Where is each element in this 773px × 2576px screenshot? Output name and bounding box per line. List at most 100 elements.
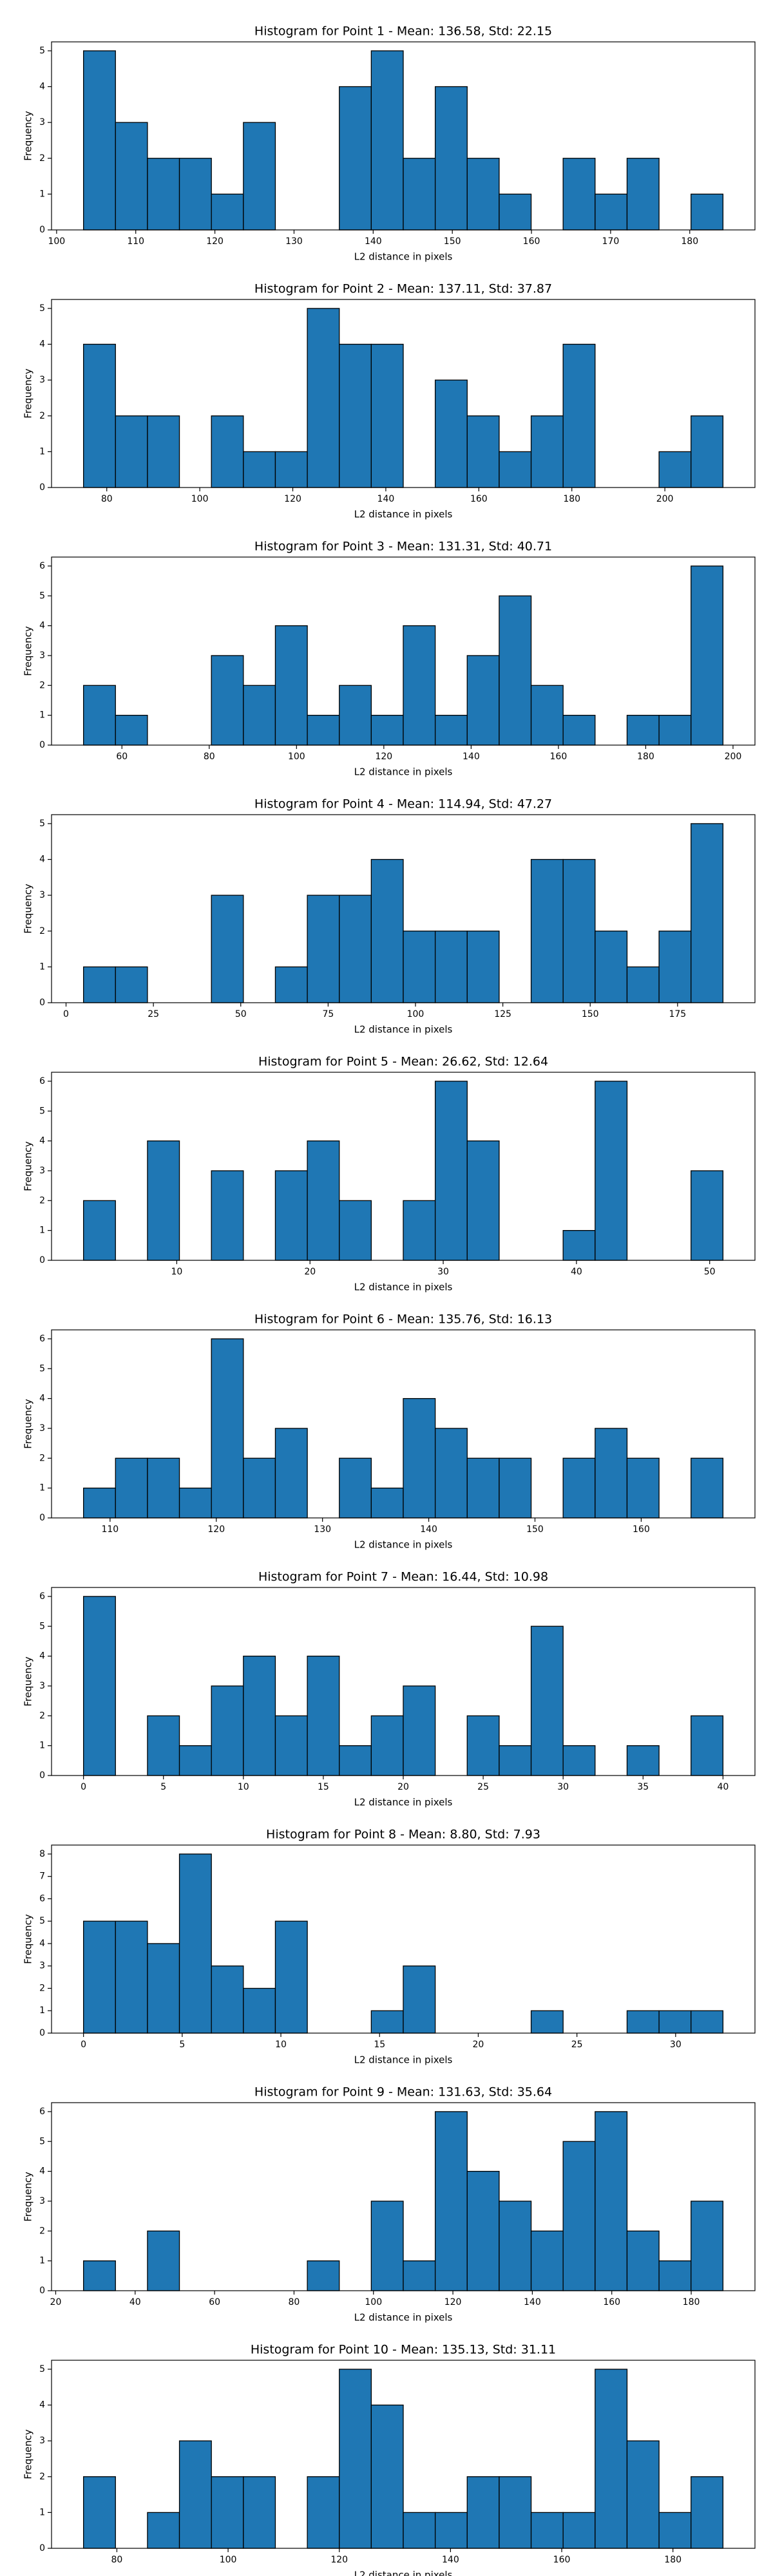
y-tick-label: 7 [39,1871,45,1882]
bar [307,715,340,746]
x-tick-label: 20 [304,1267,316,1277]
bar [691,2201,724,2291]
x-tick-label: 30 [437,1267,449,1277]
bar [530,858,564,1003]
x-tick-label: 40 [717,1782,729,1792]
bar [691,193,724,231]
bar [499,451,532,488]
bar [499,193,532,231]
bar [466,931,500,1003]
bar [178,158,212,231]
x-tick-label: 80 [111,2555,123,2565]
bar [82,50,116,231]
y-tick-label: 4 [39,621,45,631]
x-tick-label: 0 [81,2040,86,2050]
bar [82,1200,116,1261]
bar [211,1170,244,1261]
chart: Histogram for Point 6 - Mean: 135.76, St… [23,1312,756,1551]
y-tick-label: 5 [39,591,45,601]
x-axis-label: L2 distance in pixels [354,2312,453,2324]
bar [562,343,596,488]
x-axis-label: L2 distance in pixels [354,1797,453,1808]
chart-title: Histogram for Point 1 - Mean: 136.58, St… [254,24,552,39]
bar [403,625,436,746]
bar [211,895,244,1003]
x-tick-label: 180 [563,494,580,504]
x-tick-label: 120 [284,494,301,504]
bar [499,1745,532,1776]
y-tick-label: 2 [39,926,45,936]
bar [499,2476,532,2549]
x-tick-label: 20 [50,2297,62,2307]
bar [115,415,148,488]
x-tick-label: 120 [375,752,392,762]
x-axis-label: L2 distance in pixels [354,2054,453,2066]
x-tick-label: 140 [420,1524,437,1535]
chart-title: Histogram for Point 7 - Mean: 16.44, Std… [258,1570,548,1584]
bar [211,1965,244,2034]
x-tick-label: 10 [171,1267,182,1277]
bar [403,1685,436,1776]
bar [466,158,500,231]
y-tick-label: 3 [39,2436,45,2446]
bar [178,2440,212,2549]
x-tick-label: 100 [407,1009,425,1019]
y-tick-label: 3 [39,117,45,128]
bar [211,2476,244,2549]
x-tick-label: 10 [238,1782,249,1792]
y-tick-label: 6 [39,561,45,571]
bar [178,1853,212,2034]
x-tick-label: 140 [365,236,382,247]
bar [274,966,308,1003]
y-tick-label: 3 [39,1166,45,1176]
y-tick-label: 1 [39,710,45,721]
x-tick-label: 160 [523,236,540,247]
y-tick-label: 4 [39,855,45,865]
x-tick-label: 120 [330,2555,348,2565]
x-tick-label: 75 [322,1009,334,1019]
bar [370,715,404,746]
bar [530,2010,564,2034]
bar [147,2230,180,2291]
bar [658,451,692,488]
bar [147,2512,180,2549]
x-tick-label: 180 [683,2297,700,2307]
bar [82,685,116,746]
bar [562,2512,596,2549]
y-tick-label: 6 [39,1334,45,1344]
y-tick-label: 3 [39,1681,45,1691]
x-tick-label: 140 [377,494,395,504]
bar [274,1170,308,1261]
y-axis-label: Frequency [23,1399,34,1449]
y-tick-label: 1 [39,446,45,457]
bar [82,1488,116,1519]
x-tick-label: 40 [571,1267,582,1277]
y-tick-label: 4 [39,339,45,350]
x-tick-label: 180 [664,2555,682,2565]
bar [595,2111,628,2291]
x-tick-label: 25 [477,1782,489,1792]
bar [466,2170,500,2291]
bar [178,1745,212,1776]
bar [339,1745,372,1776]
x-tick-label: 80 [289,2297,300,2307]
y-tick-label: 2 [39,153,45,164]
x-tick-label: 0 [81,1782,86,1792]
bar [466,1140,500,1261]
x-tick-label: 200 [725,752,742,762]
bar [370,1488,404,1519]
x-tick-label: 80 [204,752,215,762]
bar [211,655,244,746]
bar [562,158,596,231]
bar [626,966,660,1003]
chart: Histogram for Point 4 - Mean: 114.94, St… [23,797,756,1036]
bar [147,1715,180,1776]
bar [243,1457,276,1519]
y-tick-label: 2 [39,1195,45,1206]
bar [211,1338,244,1519]
bar [82,1920,116,2034]
y-tick-label: 4 [39,1394,45,1404]
y-tick-label: 4 [39,1136,45,1146]
bar [339,343,372,488]
bar [658,2260,692,2291]
